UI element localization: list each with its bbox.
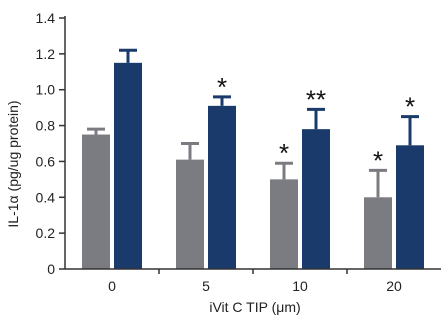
x-axis-label: iVit C TIP (μm) [209, 299, 300, 315]
y-tick-label: 0.2 [36, 225, 56, 241]
y-tick-label: 0.8 [36, 118, 56, 134]
y-tick-label: 1.0 [36, 82, 56, 98]
x-tick-label: 5 [202, 278, 210, 294]
x-tick-label: 20 [386, 278, 402, 294]
bar-series-2 [208, 105, 236, 269]
error-bar [369, 168, 387, 198]
y-tick-label: 1.2 [36, 46, 56, 62]
bar-series-1 [82, 134, 110, 269]
bar-series-2 [302, 129, 330, 269]
error-bar [87, 127, 105, 135]
error-bar [307, 107, 325, 130]
x-axis-ticks: 0 5 10 20 [108, 269, 402, 294]
y-tick-label: 0 [47, 261, 55, 277]
bar-series-1 [270, 179, 298, 269]
x-tick-label: 10 [292, 278, 308, 294]
bar-series-2 [396, 145, 424, 269]
significance-marker: * [373, 145, 383, 175]
y-tick-label: 0.6 [36, 153, 56, 169]
significance-marker: * [405, 92, 415, 122]
bar-series-1 [176, 159, 204, 269]
error-bar [119, 48, 137, 63]
bar-series-2 [114, 62, 142, 270]
x-tick-label: 0 [108, 278, 116, 294]
bar-series-1 [364, 197, 392, 269]
bars [82, 62, 424, 270]
error-bar [275, 161, 293, 180]
significance-marker: * [217, 72, 227, 102]
significance-marker: ** [306, 84, 326, 114]
y-axis-ticks: 0 0.2 0.4 0.6 0.8 1.0 1.2 1.4 [36, 10, 65, 277]
y-tick-label: 1.4 [36, 10, 56, 26]
error-bars [87, 48, 419, 198]
y-tick-label: 0.4 [36, 189, 56, 205]
significance-marker: * [279, 138, 289, 168]
error-bar [213, 95, 231, 106]
y-axis-label: IL-1α (pg/ug protein) [5, 100, 21, 227]
significance-markers: ****** [217, 72, 415, 176]
error-bar [401, 115, 419, 146]
error-bar [181, 142, 199, 160]
